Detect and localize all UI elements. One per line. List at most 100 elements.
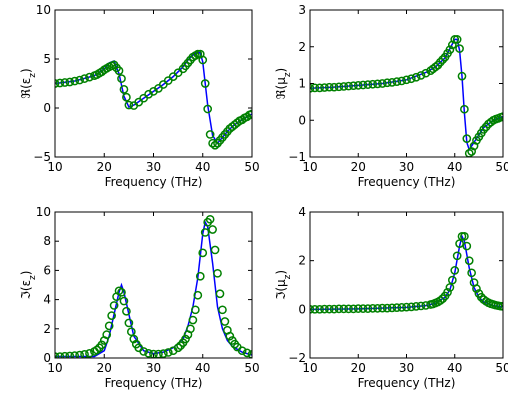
re-mu-marker-point (315, 83, 324, 93)
im-mu-marker-point (353, 304, 363, 313)
re-mu-ytick-label: 3 (298, 3, 306, 17)
im-eps-marker-point (92, 345, 102, 355)
re-eps-xtick-label: 20 (97, 160, 112, 174)
re-eps-xtick-label: 50 (244, 160, 259, 174)
im-mu-xtick-label: 40 (447, 361, 462, 375)
re-eps-marker-point (65, 77, 75, 87)
re-eps-marker-point (205, 130, 215, 139)
re-mu-ytick-label: 1 (298, 77, 306, 91)
im-eps-marker-point (191, 305, 200, 315)
re-mu-plot-area (310, 35, 503, 157)
re-mu-xtick-label: 30 (399, 160, 414, 174)
re-eps-ylabel: ℜ(εz) (19, 68, 38, 98)
re-mu-marker-point (455, 44, 464, 53)
re-mu-marker-point (416, 71, 426, 80)
re-mu-marker-point (438, 55, 448, 64)
re-mu-ytick-label: −1 (288, 150, 306, 164)
im-eps-marker-point (129, 334, 139, 344)
im-eps-marker-point (126, 327, 136, 337)
re-mu-marker-point (310, 83, 320, 93)
im-mu-marker-point (406, 302, 416, 312)
re-mu-xtick-label: 40 (447, 160, 462, 174)
im-mu-xtick-label: 10 (302, 361, 317, 375)
re-eps-ytick-label: 0 (43, 101, 51, 115)
re-eps-line-series (55, 51, 252, 145)
chart-im-mu: 10 20 30 40 50 −2 0 2 4 Frequency (THz) ℑ(μz) (274, 205, 508, 390)
re-mu-marker-point (368, 79, 378, 89)
re-mu-marker-point (431, 62, 440, 72)
im-mu-marker-point (349, 304, 358, 314)
re-mu-marker-point (329, 82, 339, 92)
im-mu-marker-point (324, 304, 334, 314)
im-mu-marker-point (447, 275, 457, 285)
im-eps-marker-point (107, 311, 116, 321)
im-eps-ytick-label: 4 (43, 293, 51, 307)
im-mu-ytick-label: 0 (298, 302, 306, 316)
im-mu-marker-point (339, 304, 349, 314)
im-eps-ylabel: ℑ(εz) (19, 271, 38, 300)
im-eps-marker-point (104, 321, 114, 331)
im-mu-marker-point (315, 304, 324, 314)
re-eps-marker-point (75, 75, 84, 85)
re-mu-marker-point (373, 79, 382, 89)
re-mu-marker-point (378, 79, 387, 88)
im-eps-marker-point (218, 305, 227, 315)
im-eps-marker-point (210, 245, 220, 255)
im-mu-marker-point (438, 294, 448, 303)
im-eps-xtick-label: 30 (146, 361, 161, 375)
re-mu-marker-point (339, 82, 349, 91)
re-eps-marker-point (85, 72, 94, 82)
im-mu-marker-point (452, 251, 462, 261)
im-eps-marker-point (186, 324, 195, 334)
im-eps-ytick-label: 6 (43, 263, 51, 277)
im-mu-marker-point (460, 231, 469, 241)
im-mu-ytick-label: 4 (298, 205, 306, 219)
re-mu-line-series (310, 38, 503, 152)
re-eps-marker-point (117, 74, 126, 83)
re-eps-marker-point (55, 78, 65, 88)
re-eps-marker-point (124, 100, 134, 110)
im-eps-marker-point (117, 287, 126, 297)
im-mu-marker-point (455, 239, 464, 248)
im-mu-ytick-label: −2 (288, 351, 306, 365)
im-eps-marker-point (139, 347, 148, 356)
re-eps-marker-point (210, 140, 220, 150)
im-mu-marker-point (363, 304, 373, 313)
im-eps-ytick-label: 8 (43, 234, 51, 248)
im-eps-marker-point (122, 306, 131, 316)
im-eps-marker-point (55, 352, 65, 358)
re-mu-xtick-label: 50 (495, 160, 508, 174)
re-mu-ylabel: ℜ(μz) (274, 68, 293, 100)
re-mu-marker-point (344, 81, 353, 91)
im-mu-plot-area (310, 231, 503, 314)
im-mu-marker-point (464, 256, 474, 266)
im-mu-axes-frame (309, 211, 504, 359)
re-eps-marker-point (114, 66, 124, 76)
re-eps-marker-point (119, 85, 129, 94)
re-eps-ytick-label: 5 (43, 52, 51, 66)
re-eps-marker-point (122, 92, 131, 102)
im-eps-marker-point (124, 318, 134, 328)
re-mu-marker-point (411, 72, 421, 82)
im-mu-marker-point (358, 304, 368, 313)
im-eps-marker-point (97, 340, 107, 350)
im-mu-marker-point (392, 303, 402, 312)
re-mu-marker-point (358, 80, 368, 90)
re-eps-plot-area (55, 49, 252, 150)
re-mu-marker-point (353, 80, 363, 90)
im-mu-marker-point (329, 304, 339, 314)
im-mu-marker-point (368, 304, 378, 313)
im-mu-marker-point (397, 303, 407, 312)
re-mu-marker-point (402, 75, 411, 85)
re-mu-marker-point (452, 35, 462, 44)
re-mu-marker-point (460, 104, 469, 114)
im-eps-marker-point (195, 271, 205, 281)
im-eps-marker-point (208, 225, 217, 234)
im-eps-ytick-label: 10 (36, 205, 51, 219)
re-mu-marker-point (349, 81, 358, 91)
im-mu-marker-point (467, 268, 476, 278)
re-eps-axes-frame (54, 9, 253, 158)
im-eps-marker-point (200, 228, 210, 237)
im-eps-marker-point (181, 334, 190, 344)
im-mu-line-series (310, 234, 503, 311)
